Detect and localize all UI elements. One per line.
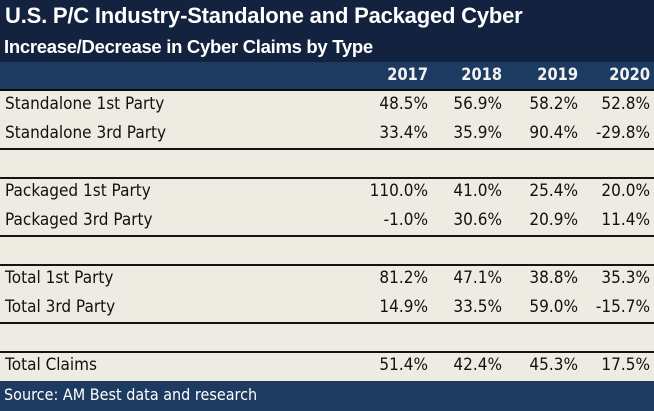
row-label: Packaged 3rd Party xyxy=(5,210,153,230)
cell-2020: -29.8% xyxy=(595,123,650,143)
group-divider xyxy=(0,235,654,237)
cell-2018: 42.4% xyxy=(453,355,502,375)
source-note: Source: AM Best data and research xyxy=(4,385,258,404)
column-header-2019: 2019 xyxy=(537,65,578,85)
cell-2020: -15.7% xyxy=(595,297,650,317)
source-band: Source: AM Best data and research xyxy=(0,381,654,411)
cell-2018: 33.5% xyxy=(453,297,502,317)
cell-2020: 17.5% xyxy=(601,355,650,375)
cell-2020: 35.3% xyxy=(601,268,650,288)
cell-2019: 90.4% xyxy=(529,123,578,143)
cell-2017: 110.0% xyxy=(369,181,428,201)
row-label: Total 3rd Party xyxy=(5,297,116,317)
row-label: Packaged 1st Party xyxy=(5,181,151,201)
cell-2020: 11.4% xyxy=(601,210,650,230)
cell-2017: 48.5% xyxy=(379,94,428,114)
column-header-row: 2017 2018 2019 2020 xyxy=(0,62,654,91)
cell-2020: 20.0% xyxy=(601,181,650,201)
group-divider xyxy=(0,351,654,353)
cell-2019: 45.3% xyxy=(529,355,578,375)
table-row: Standalone 1st Party 48.5% 56.9% 58.2% 52.8% xyxy=(0,92,654,121)
title-band: U.S. P/C Industry-Standalone and Package… xyxy=(0,0,654,62)
table-row: Packaged 1st Party 110.0% 41.0% 25.4% 20.0% xyxy=(0,179,654,208)
column-header-2017: 2017 xyxy=(387,65,428,85)
row-label: Total Claims xyxy=(5,355,98,375)
group-divider xyxy=(0,148,654,150)
cell-2019: 58.2% xyxy=(529,94,578,114)
cell-2018: 35.9% xyxy=(453,123,502,143)
table-row: Total 3rd Party 14.9% 33.5% 59.0% -15.7% xyxy=(0,295,654,324)
row-label: Standalone 1st Party xyxy=(5,94,165,114)
table-subtitle: Increase/Decrease in Cyber Claims by Typ… xyxy=(4,36,373,57)
group-divider xyxy=(0,322,654,324)
cell-2020: 52.8% xyxy=(601,94,650,114)
row-label: Total 1st Party xyxy=(5,268,114,288)
cell-2018: 56.9% xyxy=(453,94,502,114)
cell-2019: 25.4% xyxy=(529,181,578,201)
group-divider xyxy=(0,177,654,179)
cell-2017: 81.2% xyxy=(379,268,428,288)
cell-2017: 14.9% xyxy=(379,297,428,317)
cell-2019: 59.0% xyxy=(529,297,578,317)
cell-2017: 51.4% xyxy=(379,355,428,375)
table-title: U.S. P/C Industry-Standalone and Package… xyxy=(5,3,523,28)
cell-2018: 30.6% xyxy=(453,210,502,230)
group-divider xyxy=(0,264,654,266)
table-row: Standalone 3rd Party 33.4% 35.9% 90.4% -29.8… xyxy=(0,121,654,150)
cell-2019: 38.8% xyxy=(529,268,578,288)
cell-2018: 47.1% xyxy=(453,268,502,288)
table-row: Packaged 3rd Party -1.0% 30.6% 20.9% 11.4% xyxy=(0,208,654,237)
cell-2018: 41.0% xyxy=(453,181,502,201)
table-row: Total 1st Party 81.2% 47.1% 38.8% 35.3% xyxy=(0,266,654,295)
cell-2019: 20.9% xyxy=(529,210,578,230)
column-header-2018: 2018 xyxy=(461,65,502,85)
column-header-2020: 2020 xyxy=(609,65,650,85)
row-label: Standalone 3rd Party xyxy=(5,123,167,143)
cell-2017: -1.0% xyxy=(383,210,428,230)
table-row: Total Claims 51.4% 42.4% 45.3% 17.5% xyxy=(0,353,654,382)
cell-2017: 33.4% xyxy=(379,123,428,143)
